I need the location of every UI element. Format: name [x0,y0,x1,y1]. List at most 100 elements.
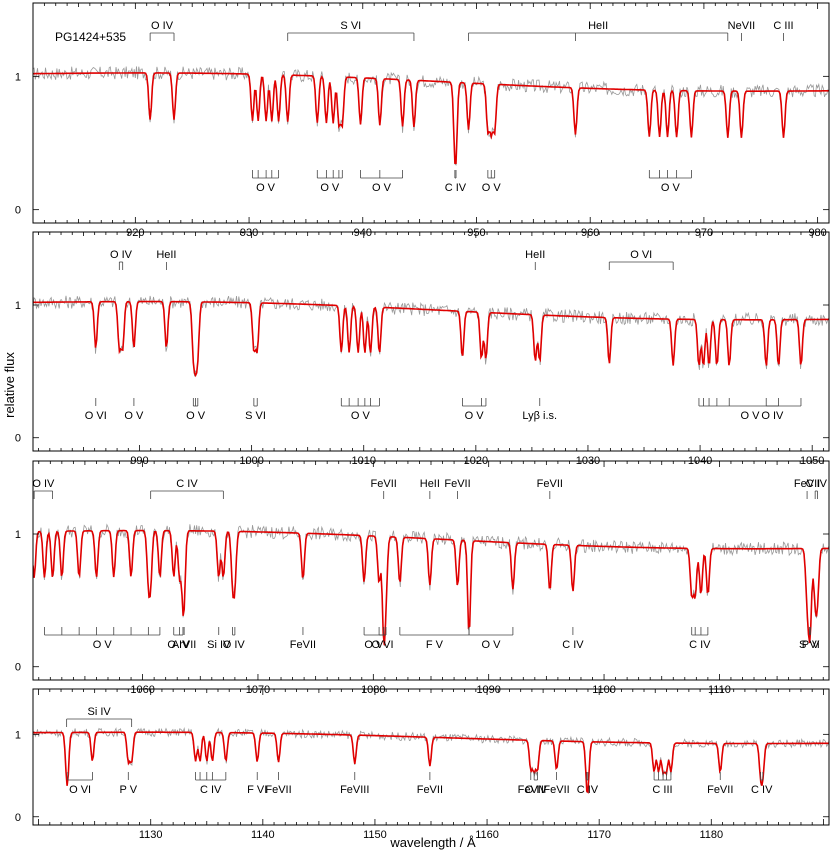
line-id-label: FeVII [417,784,443,796]
line-id-label: FeVII [543,784,569,796]
star-label: PG1424+535 [55,30,126,44]
line-id-label: O V [256,182,276,194]
y-tick-label: 1 [15,729,21,741]
x-tick-label: 1160 [475,829,499,841]
line-id-label: O V [661,182,681,194]
line-id-label: ArVII [172,639,196,651]
line-id-label: Si IV [88,706,112,718]
y-tick-label: 1 [15,529,21,541]
line-id-label: P V [120,784,138,796]
line-id-label: HeII [420,478,440,490]
line-id-label: FeVIII [340,784,369,796]
line-id-label: HeII [588,20,608,32]
line-id-label: FeVII [444,478,470,490]
x-tick-label: 930 [240,227,258,239]
series-group [33,66,829,166]
line-id-label: O V [465,410,485,422]
line-id-label: FeVII [537,478,563,490]
line-id-label: O IV [223,639,246,651]
line-id-label: S VI [340,20,361,32]
x-tick-label: 980 [808,227,826,239]
line-id-label: C IV [562,639,584,651]
line-id-label: HeII [525,249,545,261]
x-axis-label: wavelength / Å [389,835,476,850]
line-id-label: C IV [751,784,773,796]
line-id-label: C IV [577,784,599,796]
model-spectrum-line [33,300,829,378]
line-id-label: S VI [799,639,820,651]
line-id-label: FeVII [265,784,291,796]
line-id-label: Si IV [207,639,231,651]
x-tick-label: 970 [695,227,713,239]
line-id-label: O V [740,410,760,422]
model-spectrum-line [33,529,829,646]
line-id-label: C IV [445,182,467,194]
x-tick-label: 1100 [592,684,616,696]
line-id-label: O V [364,639,384,651]
observed-spectrum-line [33,66,829,166]
line-id-label: O V [351,410,371,422]
line-id-label: C IV [176,478,198,490]
x-tick-label: 940 [354,227,372,239]
x-tick-label: 960 [581,227,599,239]
y-tick-label: 1 [15,71,21,83]
y-tick-label: 0 [15,662,21,674]
y-tick-label: 0 [15,205,21,217]
line-id-label: O V [124,410,144,422]
line-id-label: O V [482,639,502,651]
y-tick-label: 1 [15,300,21,312]
line-id-label: O IV [525,784,548,796]
line-id-label: FeVII [518,784,544,796]
line-id-label: O V [320,182,340,194]
line-id-label: HeII [156,249,176,261]
y-tick-label: 0 [15,433,21,445]
line-id-label: O V [372,182,392,194]
x-tick-label: 1070 [246,684,270,696]
line-id-label: FeVII [794,478,820,490]
x-tick-label: 1180 [699,829,723,841]
line-id-label: O IV [110,249,133,261]
series-group [33,726,829,794]
line-id-label: F VI [247,784,267,796]
panel-frame [32,2,830,224]
line-id-label: C IV [200,784,222,796]
y-axis-label: relative flux [2,352,17,418]
series-group [33,295,829,378]
line-id-label: O V [482,182,502,194]
x-tick-label: 950 [467,227,485,239]
x-tick-label: 1060 [130,684,154,696]
x-tick-label: 1140 [251,829,275,841]
x-tick-label: 1080 [361,684,385,696]
line-id-label: O VI [630,249,652,261]
spectrum-panel-4: 1130 1140 1150 1160 1170 1180 0 1 Si IV O VI P V C … [15,688,830,841]
x-tick-label: 1090 [476,684,500,696]
line-id-label: O V [93,639,113,651]
line-id-label: Lyβ i.s. [522,410,557,422]
x-tick-label: 1110 [708,684,731,696]
line-id-label: FeVII [707,784,733,796]
spectrum-panel-3: 1060 1070 1080 1090 1100 1110 0 1 O IV C IV FeVII H… [15,460,830,696]
line-id-label: O IV [167,639,190,651]
line-id-label: O VI [69,784,91,796]
line-id-label: F V [426,639,444,651]
line-id-label: FeVII [290,639,316,651]
line-id-label: FeVII [371,478,397,490]
line-id-label: C IV [689,639,711,651]
x-tick-label: 1170 [587,829,611,841]
line-id-label: P V [802,639,820,651]
line-id-label: C III [773,20,793,32]
model-spectrum-line [33,731,829,794]
line-id-label: S VI [245,410,266,422]
y-tick-label: 0 [15,812,21,824]
x-tick-label: 920 [126,227,144,239]
series-group [33,523,829,647]
line-id-label: O V [186,410,206,422]
x-tick-label: 1150 [363,829,387,841]
line-id-label: O IV [151,20,174,32]
panel-frame [32,231,830,452]
model-spectrum-line [33,72,829,165]
line-id-label: O VI [372,639,394,651]
observed-spectrum-line [33,295,829,377]
